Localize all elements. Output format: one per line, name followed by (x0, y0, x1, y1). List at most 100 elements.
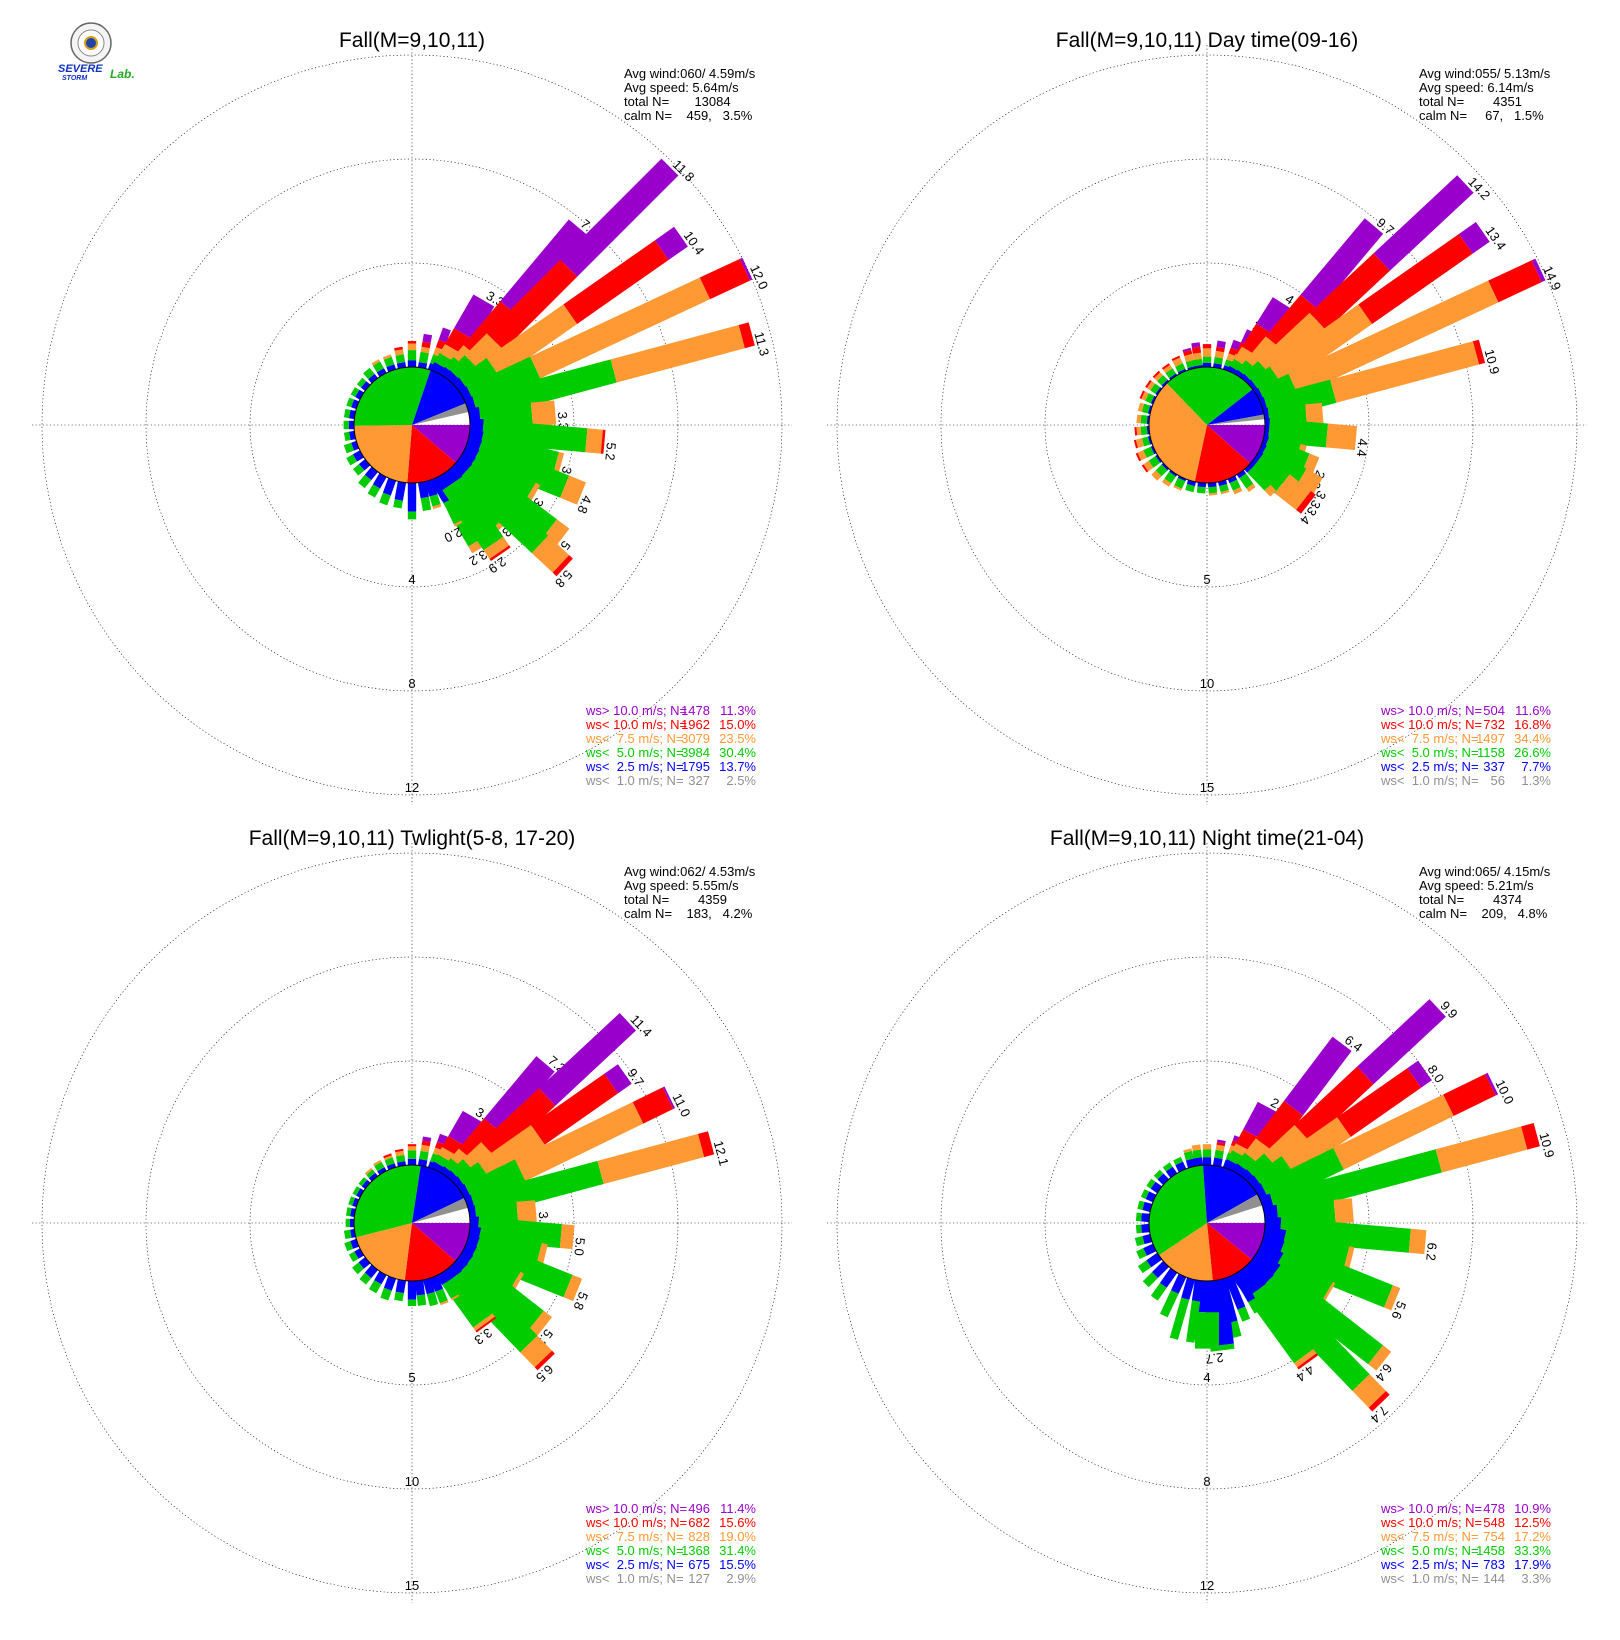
legend-label: ws< 2.5 m/s; N= (1380, 759, 1479, 774)
petal-segment-lt5 (358, 474, 372, 489)
pie-sector-gt10 (412, 1223, 470, 1262)
legend-row-lt10: ws< 10.0 m/s; N= 682 15.6% (585, 1515, 756, 1530)
petal-segment-lt25 (368, 1172, 378, 1182)
stats-line: Avg wind:062/ 4.53m/s (624, 864, 756, 879)
petal-segment-lt25 (1169, 470, 1178, 477)
petal-segment-lt75 (585, 428, 603, 454)
petal-segment-lt75 (1202, 348, 1212, 357)
petal-segment-lt75 (1264, 484, 1277, 497)
petal-segment-lt75 (1274, 474, 1311, 510)
petal-segment-gt10 (655, 226, 688, 260)
legend-count: 1368 (681, 1543, 710, 1558)
windrose-panel: Fall(M=9,10,11)48123.37.711.810.412.011.… (32, 29, 792, 805)
petal-segment-lt75 (1220, 490, 1230, 495)
legend-count: 1497 (1476, 731, 1505, 746)
petal-segment-lt10 (1443, 1074, 1496, 1116)
legend-label: ws< 7.5 m/s; N= (1380, 731, 1479, 746)
petal-segment-lt5 (1248, 453, 1290, 494)
petal-segment-lt5 (1210, 1343, 1235, 1352)
legend-label: ws< 10.0 m/s; N= (585, 1515, 687, 1530)
petal-segment-lt25 (1227, 475, 1238, 484)
petal-segment-lt5 (1183, 1150, 1194, 1161)
legend-count: 1962 (681, 717, 710, 732)
petal-segment-lt75 (529, 1310, 552, 1336)
stats-line: Avg speed: 5.21m/s (1419, 878, 1534, 893)
legend-percent: 15.6% (719, 1515, 756, 1530)
petal-segment-lt5 (1169, 1297, 1190, 1340)
petal-segment-lt5 (442, 476, 504, 551)
petal-segment-gt10 (1216, 340, 1226, 349)
petal-segment-lt5 (1135, 1212, 1142, 1222)
petal-segment-lt5 (356, 377, 367, 388)
legend-label: ws< 1.0 m/s; N= (585, 773, 684, 788)
windrose-panels: Fall(M=9,10,11)48123.37.711.810.412.011.… (32, 29, 1587, 1603)
petal-segment-lt25 (437, 1271, 450, 1285)
petal-total-label: 3.3 (555, 411, 572, 430)
legend-row-lt10: ws< 10.0 m/s; N= 548 12.5% (1380, 1515, 1551, 1530)
petal-segment-lt75 (1384, 1285, 1401, 1311)
legend-count: 337 (1483, 759, 1505, 774)
legend-count: 496 (688, 1501, 710, 1516)
petal-segment-lt75 (1192, 352, 1202, 360)
petal-segment-lt25 (435, 466, 463, 491)
petal-segment-lt5 (1229, 479, 1241, 491)
petal-segment-lt5 (343, 442, 354, 454)
petal-segment-lt5 (1247, 466, 1271, 491)
petal-segment-lt25 (1181, 1277, 1196, 1300)
petal-segment-lt10 (1521, 1123, 1540, 1150)
petal-segment-lt10 (699, 258, 750, 300)
petal-segment-lt25 (417, 362, 428, 369)
legend-percent: 11.3% (720, 703, 756, 718)
petal-segment-lt25 (1159, 1268, 1178, 1288)
petal-segment-lt5 (369, 1280, 382, 1294)
petal-segment-lt25 (424, 479, 438, 497)
petal-segment-lt5 (1148, 456, 1161, 468)
petal-segment-lt5 (1175, 363, 1186, 373)
petal-segment-lt5 (350, 387, 360, 397)
petal-segment-gt10 (454, 294, 495, 341)
legend-row-gt10: ws> 10.0 m/s; N= 504 11.6% (1380, 703, 1551, 718)
stats-line: calm N= 183, 4.2% (624, 906, 753, 921)
petal-segment-lt75 (1258, 312, 1327, 379)
legend-label: ws< 1.0 m/s; N= (585, 1571, 684, 1586)
petal-segment-lt75 (1264, 1125, 1311, 1171)
petal-segment-lt5 (1256, 1275, 1370, 1391)
legend-percent: 30.4% (719, 745, 756, 760)
petal-segment-lt10 (1171, 355, 1181, 361)
petal-total-label: 11.3 (751, 330, 772, 357)
petal-segment-lt5 (1142, 1272, 1158, 1288)
petal-segment-lt25 (407, 1281, 417, 1300)
legend-row-lt1: ws< 1.0 m/s; N= 56 1.3% (1380, 773, 1551, 788)
petal-segment-lt5 (352, 1186, 361, 1196)
legend-row-lt25: ws< 2.5 m/s; N= 783 17.9% (1380, 1557, 1551, 1572)
petal-segment-lt25 (1141, 1213, 1150, 1223)
petal-segment-lt75 (1146, 381, 1156, 391)
petal-segment-gt10 (1407, 1060, 1432, 1088)
petal-segment-lt5 (1185, 484, 1195, 493)
pie-sector-lt5 (1148, 1165, 1207, 1256)
petal-segment-lt75 (1214, 350, 1225, 359)
petal-segment-lt75 (394, 349, 404, 356)
legend-label: ws< 7.5 m/s; N= (585, 1529, 684, 1544)
ring-label: 10 (405, 1474, 419, 1489)
petal-segment-lt75 (1208, 492, 1218, 496)
petal-segment-lt25 (364, 466, 378, 481)
petal-segment-lt25 (383, 1276, 397, 1291)
panel-title: Fall(M=9,10,11) Night time(21-04) (1050, 827, 1364, 850)
petal-segment-lt25 (1185, 1158, 1196, 1169)
legend-label: ws< 5.0 m/s; N= (1380, 745, 1479, 760)
petal-segment-lt75 (483, 536, 510, 559)
petal-segment-lt5 (1237, 1306, 1251, 1322)
stats-line: total N= 4351 (1419, 94, 1522, 109)
petal-segment-lt25 (1187, 365, 1196, 371)
petal-segment-lt5 (1165, 368, 1176, 379)
petal-segment-lt75 (1163, 364, 1173, 374)
petal-segment-lt75 (530, 277, 710, 379)
pie-sector-lt5 (353, 367, 431, 426)
petal-total-label: 2.7 (1205, 1350, 1225, 1367)
petal-segment-lt10 (1472, 339, 1486, 365)
petal-total-label: 4.4 (1354, 438, 1371, 457)
petal-segment-lt75 (1368, 1345, 1392, 1371)
petal-segment-lt25 (355, 389, 364, 400)
petal-segment-lt5 (470, 1237, 573, 1298)
